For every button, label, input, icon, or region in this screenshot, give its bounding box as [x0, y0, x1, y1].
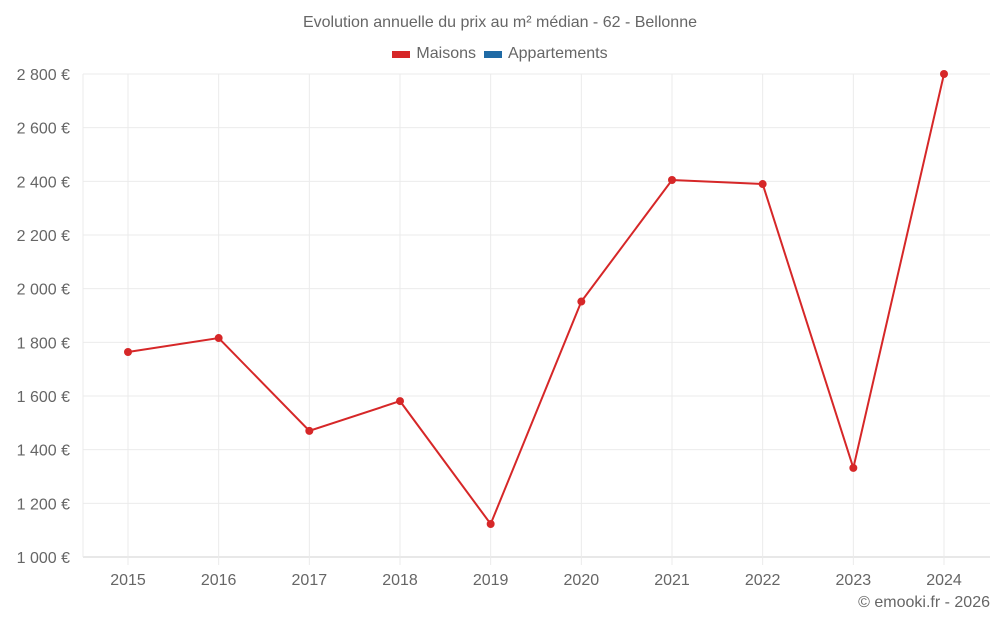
y-tick-label: 2 000 €: [17, 282, 70, 299]
data-point: [124, 347, 132, 356]
x-tick-label: 2023: [836, 572, 872, 589]
chart-title: Evolution annuelle du prix au m² médian …: [302, 14, 697, 31]
legend-swatch-appartements: [483, 50, 502, 58]
data-point: [668, 175, 676, 184]
legend: Maisons Appartements: [0, 45, 1000, 63]
legend-item-maisons[interactable]: Maisons: [392, 45, 476, 63]
data-point: [758, 180, 767, 189]
copyright-credit: © emooki.fr - 2026: [858, 594, 990, 611]
data-point: [305, 426, 314, 435]
x-tick-label: 2022: [745, 572, 781, 589]
y-tick-label: 1 800 €: [17, 335, 70, 352]
y-tick-label: 2 600 €: [17, 121, 70, 138]
y-tick-label: 1 400 €: [17, 443, 70, 460]
y-tick-label: 2 800 €: [17, 67, 70, 84]
y-tick-label: 1 000 €: [17, 550, 70, 567]
data-point: [396, 397, 404, 406]
x-tick-label: 2018: [382, 572, 418, 589]
series-line-maisons: [127, 73, 945, 527]
legend-item-appartements[interactable]: Appartements: [483, 45, 608, 63]
x-tick-label: 2016: [201, 572, 237, 589]
data-point: [577, 297, 586, 306]
legend-label-appartements: Appartements: [507, 45, 608, 62]
y-tick-label: 2 200 €: [17, 228, 70, 245]
data-point: [849, 463, 858, 472]
y-tick-label: 2 400 €: [17, 174, 70, 191]
data-point: [214, 334, 223, 343]
data-point: [940, 70, 948, 78]
legend-swatch-maisons: [392, 50, 411, 58]
x-tick-label: 2024: [926, 572, 962, 589]
x-tick-label: 2020: [564, 572, 600, 589]
x-tick-label: 2017: [292, 572, 328, 589]
y-tick-label: 1 600 €: [17, 389, 70, 406]
legend-label-maisons: Maisons: [416, 45, 476, 62]
x-tick-label: 2019: [473, 572, 509, 589]
x-tick-label: 2021: [654, 572, 690, 589]
y-tick-label: 1 200 €: [17, 496, 70, 513]
x-tick-label: 2015: [110, 572, 146, 589]
data-point: [486, 519, 495, 528]
